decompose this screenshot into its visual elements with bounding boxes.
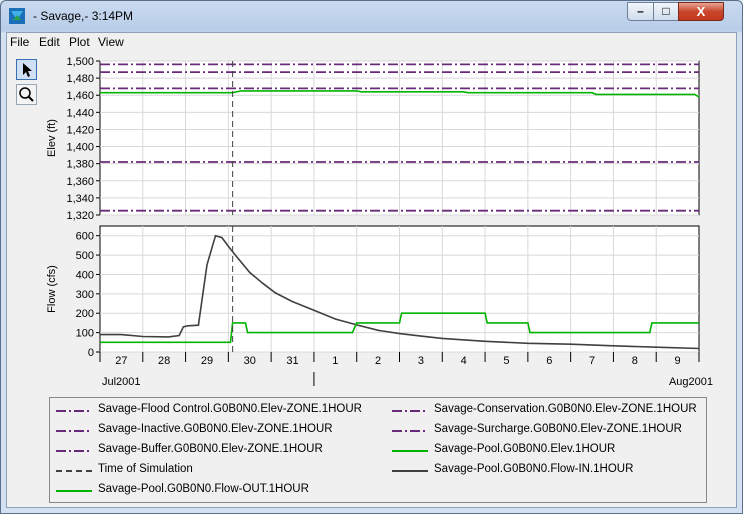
y-tick-label: 1,460 [66,90,94,102]
legend-label: Time of Simulation [98,463,193,475]
y-tick-label: 1,420 [66,124,94,136]
y-tick-label: 500 [76,250,94,262]
legend-label: Savage-Buffer.G0B0N0.Elev-ZONE.1HOUR [98,443,323,455]
menu-bar: File Edit Plot View [7,33,736,51]
maximize-icon: □ [662,4,670,18]
legend-swatch [56,410,92,412]
x-tick-label: 9 [675,355,681,367]
magnifier-icon [19,87,34,102]
legend-swatch [392,410,428,412]
x-tick-label: 8 [632,355,638,367]
series-line [100,90,700,98]
x-tick-label: 29 [201,355,213,367]
legend-label: Savage-Conservation.G0B0N0.Elev-ZONE.1HO… [434,403,697,415]
series-line [100,234,700,350]
y-axis-label: Flow (cfs) [46,265,58,313]
y-tick-label: 1,500 [66,56,94,68]
minimize-button[interactable]: – [627,2,654,21]
x-tick-label: 31 [286,355,298,367]
y-tick-label: 0 [88,347,94,359]
y-tick-label: 200 [76,308,94,320]
x-month-label: Jul2001 [102,376,141,388]
legend-swatch [56,430,92,432]
menu-file[interactable]: File [10,35,30,49]
title-bar[interactable]: - Savage,- 3:14PM – □ X [1,1,742,31]
x-tick-label: 27 [115,355,127,367]
chart-area[interactable]: 1,500 1,480 1,460 1,440 1,420 1,400 1,380 1,360… [7,33,736,395]
close-icon: X [696,4,706,19]
y-tick-label: 600 [76,231,94,243]
app-logo-icon [9,8,25,24]
legend-label: Savage-Pool.G0B0N0.Flow-OUT.1HOUR [98,483,309,495]
legend-swatch [56,450,92,452]
legend-swatch [392,450,428,452]
y-tick-label: 1,320 [66,210,94,222]
y-tick-label: 1,360 [66,176,94,188]
legend-label: Savage-Pool.G0B0N0.Elev.1HOUR [434,443,616,455]
y-tick-label: 400 [76,269,94,281]
legend-label: Savage-Pool.G0B0N0.Flow-IN.1HOUR [434,463,634,475]
y-tick-label: 300 [76,289,94,301]
y-axis-label: Elev (ft) [46,119,58,157]
legend-swatch [56,470,92,472]
x-tick-label: 1 [332,355,338,367]
y-tick-label: 100 [76,328,94,340]
x-tick-label: 3 [418,355,424,367]
zoom-tool-button[interactable] [16,84,37,105]
x-tick-label: 2 [375,355,381,367]
arrow-pointer-icon [23,63,32,77]
series-line [100,312,699,344]
legend-label: Savage-Surcharge.G0B0N0.Elev-ZONE.1HOUR [434,423,682,435]
legend-swatch [392,430,428,432]
legend-swatch [392,470,428,472]
window-title: - Savage,- 3:14PM [33,9,134,23]
x-tick-label: 7 [589,355,595,367]
menu-edit[interactable]: Edit [39,35,60,49]
y-tick-label: 1,400 [66,142,94,154]
maximize-button[interactable]: □ [653,2,679,21]
legend-label: Savage-Inactive.G0B0N0.Elev-ZONE.1HOUR [98,423,333,435]
plot-client-area: File Edit Plot View 1,500 1,480 1,460 1,440… [6,32,737,508]
y-tick-label: 1,440 [66,107,94,119]
menu-view[interactable]: View [98,35,124,49]
y-tick-label: 1,480 [66,73,94,85]
x-tick-label: 4 [461,355,467,367]
menu-plot[interactable]: Plot [69,35,90,49]
x-month-label: Aug2001 [669,376,713,388]
pointer-tool-button[interactable] [16,59,37,80]
legend: Savage-Flood Control.G0B0N0.Elev-ZONE.1H… [49,397,707,503]
x-tick-label: 28 [158,355,170,367]
y-tick-label: 1,380 [66,159,94,171]
close-button[interactable]: X [678,2,724,21]
y-tick-label: 1,340 [66,193,94,205]
x-tick-label: 6 [546,355,552,367]
legend-label: Savage-Flood Control.G0B0N0.Elev-ZONE.1H… [98,403,362,415]
minimize-icon: – [637,4,644,18]
x-tick-label: 30 [244,355,256,367]
legend-swatch [56,490,92,492]
x-tick-label: 5 [503,355,509,367]
